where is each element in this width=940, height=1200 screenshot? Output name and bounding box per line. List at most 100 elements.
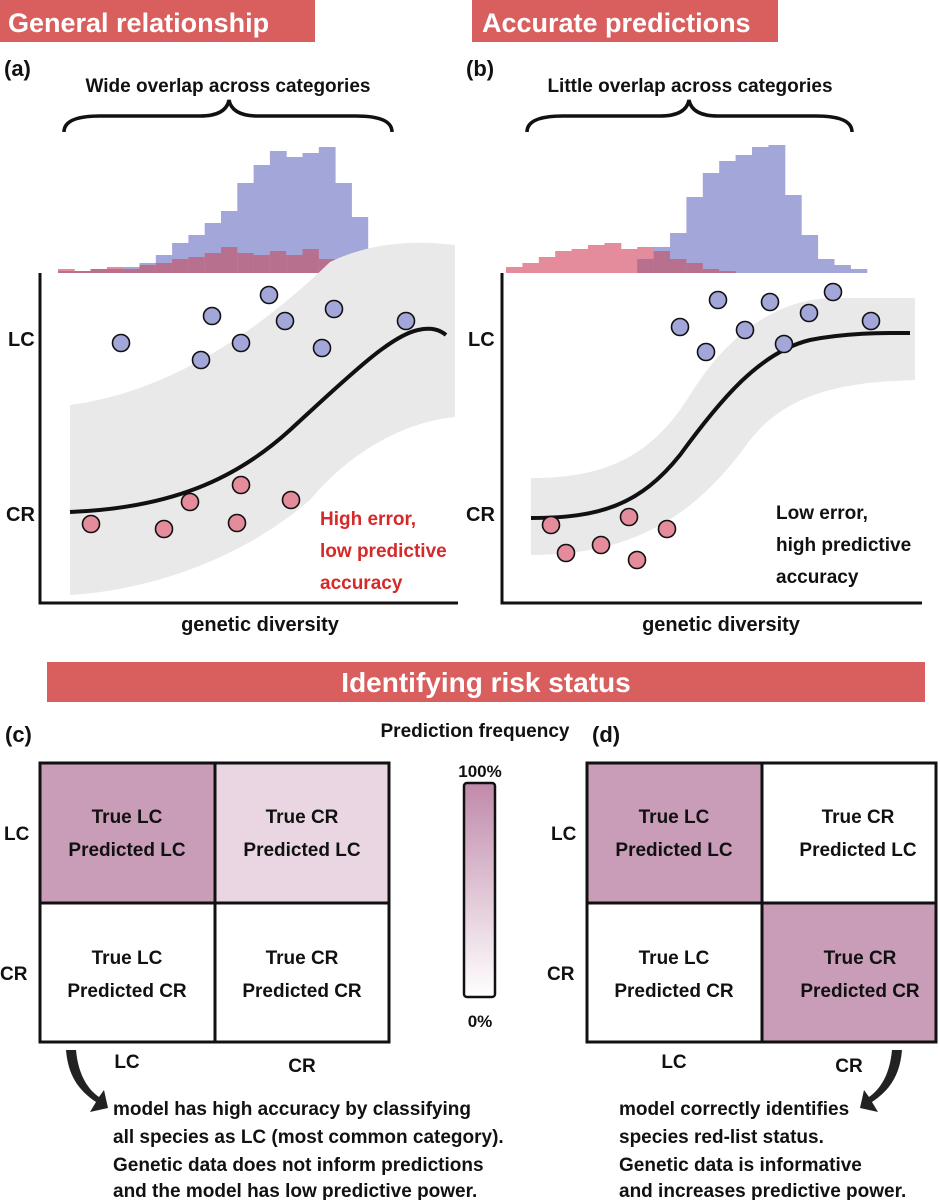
lc-histogram-bar — [686, 197, 704, 273]
panel-a-banner — [0, 0, 315, 42]
overlap-histogram-bar — [204, 253, 222, 273]
cell-c-1 — [215, 763, 389, 903]
overlap-histogram-bar — [269, 251, 287, 273]
cell-c-3 — [215, 903, 389, 1042]
panel-a-uncertainty-band — [70, 242, 455, 595]
cr-point — [180, 492, 200, 512]
lc-histogram-bar — [735, 155, 753, 273]
overlap-histogram-bar — [670, 259, 687, 273]
panel-a-brace — [62, 99, 394, 133]
overlap-histogram-bar — [123, 269, 140, 273]
panel-a-fit-curve — [69, 326, 448, 514]
panel-d-caption-line1: model correctly identifies — [619, 1099, 849, 1120]
overlap-histogram-bar — [155, 263, 173, 273]
panel-c-tag: (c) — [5, 722, 32, 747]
overlap-histogram-bar — [253, 255, 271, 273]
cr-point — [556, 543, 576, 563]
lc-point — [774, 334, 794, 354]
panel-a-error-line1: High error, — [320, 509, 416, 530]
panel-b: Accurate predictions (b) Little overlap … — [466, 0, 922, 636]
lc-point — [111, 333, 131, 353]
panel-b-x-label: genetic diversity — [642, 614, 801, 636]
frequency-legend: Prediction frequency 100% 0% — [381, 721, 570, 1031]
panel-d-caption-line3: Genetic data is informative — [619, 1155, 862, 1176]
overlap-histogram-bar — [188, 257, 206, 273]
lc-histogram-bar — [784, 195, 802, 273]
overlap-histogram-bar — [221, 247, 238, 273]
panel-b-histogram — [506, 145, 868, 273]
panel-b-error-line2: high predictive — [776, 535, 911, 556]
panel-b-error-line1: Low error, — [776, 503, 868, 524]
lc-histogram-bar — [335, 183, 352, 273]
cr-point — [231, 475, 251, 495]
cr-point — [227, 513, 247, 533]
lc-point — [760, 292, 780, 312]
cell-c-2-line2: Predicted CR — [67, 981, 187, 1002]
cell-d-2-line1: True LC — [639, 948, 710, 969]
lc-histogram-bar — [237, 183, 255, 273]
lc-point — [259, 285, 279, 305]
cell-c-0 — [40, 763, 215, 903]
panel-a-error-line2: low predictive — [320, 541, 447, 562]
panel-b-y-cr: CR — [466, 504, 495, 526]
panel-d-col-cr: CR — [835, 1056, 863, 1077]
panel-b-overlap-note: Little overlap across categories — [547, 76, 832, 97]
lc-point — [202, 306, 222, 326]
cell-d-0-line2: Predicted LC — [615, 840, 732, 861]
overlap-histogram-bar — [719, 271, 737, 273]
panel-d-matrix: True LC Predicted LC True CR Predicted L… — [585, 761, 938, 1044]
panel-c-col-lc: LC — [114, 1052, 140, 1073]
panel-d-col-lc: LC — [661, 1052, 687, 1073]
cell-d-3 — [762, 903, 936, 1042]
cr-histogram-bar — [604, 243, 622, 273]
cr-point — [619, 507, 639, 527]
panel-b-banner — [472, 0, 778, 42]
cr-histogram-bar — [538, 257, 556, 273]
lc-point — [324, 299, 344, 319]
panel-d-tag: (d) — [592, 722, 620, 747]
cr-histogram-bar — [588, 245, 605, 273]
lc-point — [861, 311, 881, 331]
lc-point — [696, 342, 716, 362]
overlap-histogram-bar — [58, 271, 75, 273]
lc-histogram-bar — [702, 173, 720, 273]
panel-a-y-lc: LC — [8, 329, 35, 351]
overlap-histogram-bar — [702, 269, 720, 273]
panel-b-brace — [525, 99, 854, 133]
cell-d-2 — [587, 903, 762, 1042]
legend-gradient-bar — [462, 781, 497, 999]
panel-c: (c) True LC Predicted LC True CR Predict… — [0, 722, 504, 1200]
lc-point — [799, 303, 819, 323]
cr-point — [627, 550, 647, 570]
cr-point — [281, 490, 301, 510]
panel-b-banner-text: Accurate predictions — [482, 8, 751, 38]
panel-a-overlap-note: Wide overlap across categories — [86, 76, 371, 97]
panel-a-banner-text: General relationship — [8, 8, 269, 38]
panel-c-row-cr: CR — [0, 964, 28, 985]
lc-histogram-bar — [318, 147, 336, 273]
panel-a-points — [81, 285, 416, 539]
overlap-histogram-bar — [139, 265, 157, 273]
overlap-histogram-bar — [653, 251, 671, 273]
panel-b-error-line3: accuracy — [776, 567, 859, 588]
panel-b-fit-curve — [530, 330, 911, 520]
overlap-histogram-bar — [106, 269, 124, 273]
legend-title: Prediction frequency — [381, 721, 570, 742]
cr-point — [154, 519, 174, 539]
lc-histogram-bar — [768, 145, 786, 273]
panel-c-caption-line1: model has high accuracy by classifying — [113, 1099, 471, 1120]
panel-a-x-label: genetic diversity — [181, 614, 340, 636]
panel-b-points — [541, 282, 881, 570]
cell-c-0-line2: Predicted LC — [68, 840, 185, 861]
panel-d-row-lc: LC — [551, 824, 577, 845]
overlap-histogram-bar — [172, 259, 189, 273]
lc-point — [708, 290, 728, 310]
lc-histogram-bar — [834, 265, 851, 273]
panel-c-row-lc: LC — [4, 824, 30, 845]
panel-d-curved-arrow — [860, 1050, 902, 1112]
cr-point — [541, 515, 561, 535]
panel-c-col-cr: CR — [288, 1056, 316, 1077]
lc-histogram-bar — [817, 259, 835, 273]
panel-b-axes — [500, 273, 922, 605]
